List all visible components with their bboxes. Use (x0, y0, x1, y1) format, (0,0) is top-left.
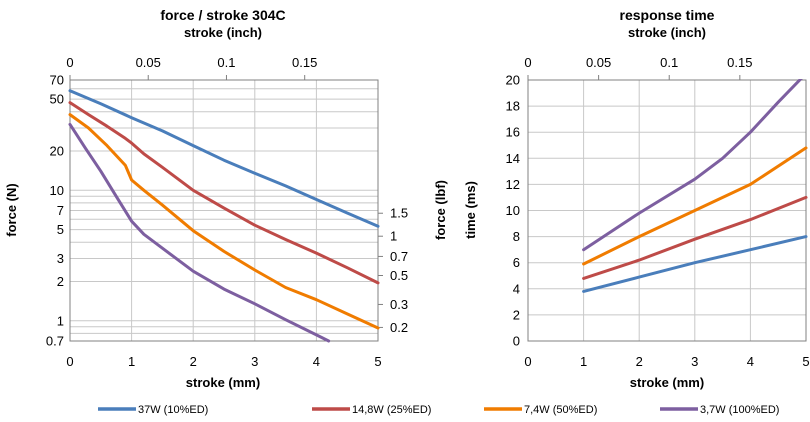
response-chart-x-tick: 3 (691, 354, 698, 369)
force-chart-top-axis-title: stroke (inch) (184, 25, 262, 40)
force-chart-top-tick: 0.15 (292, 55, 317, 70)
force-chart-x-tick: 5 (374, 354, 381, 369)
response-chart-top-tick: 0.1 (660, 55, 678, 70)
legend-label-3: 3,7W (100%ED) (700, 404, 779, 416)
force-chart-x-tick: 2 (190, 354, 197, 369)
response-chart-title: response time (620, 7, 715, 23)
response-series-line-3 (582, 79, 803, 252)
force-chart-y-tick: 50 (50, 92, 64, 107)
force-chart-top-tick: 0.1 (217, 55, 235, 70)
response-chart-y-tick: 4 (513, 281, 520, 296)
response-chart-x-tick: 4 (747, 354, 754, 369)
response-chart-x-tick: 0 (524, 354, 531, 369)
force-chart-x-tick: 0 (66, 354, 73, 369)
force-chart-right-axis-title: force (lbf) (433, 180, 448, 240)
force-chart-right-tick: 0.5 (390, 268, 408, 283)
force-chart-right-tick: 0.2 (390, 320, 408, 335)
response-chart-y-tick: 12 (506, 177, 520, 192)
force-chart-plot-border (69, 79, 379, 342)
legend: 37W (10%ED) 14,8W (25%ED) 7,4W (50%ED) 3,7W… (98, 404, 779, 416)
force-chart-y-tick: 70 (50, 73, 64, 88)
response-chart-y-tick: 20 (506, 73, 520, 88)
response-chart-x-tick: 1 (580, 354, 587, 369)
response-chart-y-tick: 6 (513, 255, 520, 270)
force-chart-gridlines (69, 79, 379, 342)
force-chart-y-tick: 7 (57, 203, 64, 218)
response-chart-y-axis-title: time (ms) (463, 181, 478, 239)
force-chart-series (68, 89, 380, 343)
force-chart: force / stroke 304C stroke (inch) 0.7 1 2 3… (4, 7, 448, 390)
force-chart-top-tick: 0 (66, 55, 73, 70)
response-chart-y-tick: 0 (513, 334, 520, 349)
force-series-line-3 (68, 122, 331, 343)
force-chart-title: force / stroke 304C (160, 7, 285, 23)
force-chart-y-tick: 0.7 (46, 334, 64, 349)
response-chart-x-tick: 2 (636, 354, 643, 369)
force-chart-top-tick: 0.05 (136, 55, 161, 70)
legend-label-1: 14,8W (25%ED) (352, 404, 431, 416)
force-chart-y-tick: 2 (57, 274, 64, 289)
response-chart-y-tick: 18 (506, 99, 520, 114)
response-chart-y-tick: 2 (513, 307, 520, 322)
force-series-line-0 (68, 89, 380, 228)
force-chart-right-tick: 1.5 (390, 206, 408, 221)
response-chart-series (582, 79, 808, 293)
force-chart-right-tick: 0.3 (390, 297, 408, 312)
response-series-line-1 (582, 195, 808, 280)
response-chart-top-tick: 0 (524, 55, 531, 70)
force-chart-x-tick: 1 (128, 354, 135, 369)
force-chart-right-tick: 0.7 (390, 249, 408, 264)
force-chart-x-tick: 3 (251, 354, 258, 369)
force-chart-y-tick: 20 (50, 144, 64, 159)
legend-label-0: 37W (10%ED) (138, 404, 208, 416)
response-chart-x-tick: 5 (802, 354, 809, 369)
response-series-line-2 (582, 146, 808, 266)
response-chart-y-tick: 16 (506, 125, 520, 140)
response-chart-top-axis-title: stroke (inch) (628, 25, 706, 40)
response-chart-top-tick: 0.15 (727, 55, 752, 70)
force-series-line-2 (68, 113, 380, 330)
response-chart: response time stroke (inch) 024681012141… (463, 7, 810, 390)
response-chart-top-tick: 0.05 (586, 55, 611, 70)
response-chart-y-tick: 10 (506, 203, 520, 218)
response-chart-plot-border (527, 79, 807, 342)
force-chart-y-tick: 1 (57, 313, 64, 328)
force-chart-y-tick: 5 (57, 222, 64, 237)
response-series-line-0 (582, 235, 808, 293)
force-series-line-1 (68, 101, 380, 285)
response-chart-y-tick: 14 (506, 151, 520, 166)
force-chart-y-tick: 10 (50, 183, 64, 198)
force-chart-y-tick: 3 (57, 251, 64, 266)
force-chart-right-tick: 1 (390, 229, 397, 244)
response-chart-y-tick: 8 (513, 229, 520, 244)
force-chart-x-tick: 4 (313, 354, 320, 369)
force-chart-y-axis-title: force (N) (4, 183, 19, 236)
response-chart-x-axis-title: stroke (mm) (630, 375, 704, 390)
legend-label-2: 7,4W (50%ED) (524, 404, 597, 416)
force-chart-x-axis-title: stroke (mm) (186, 375, 260, 390)
